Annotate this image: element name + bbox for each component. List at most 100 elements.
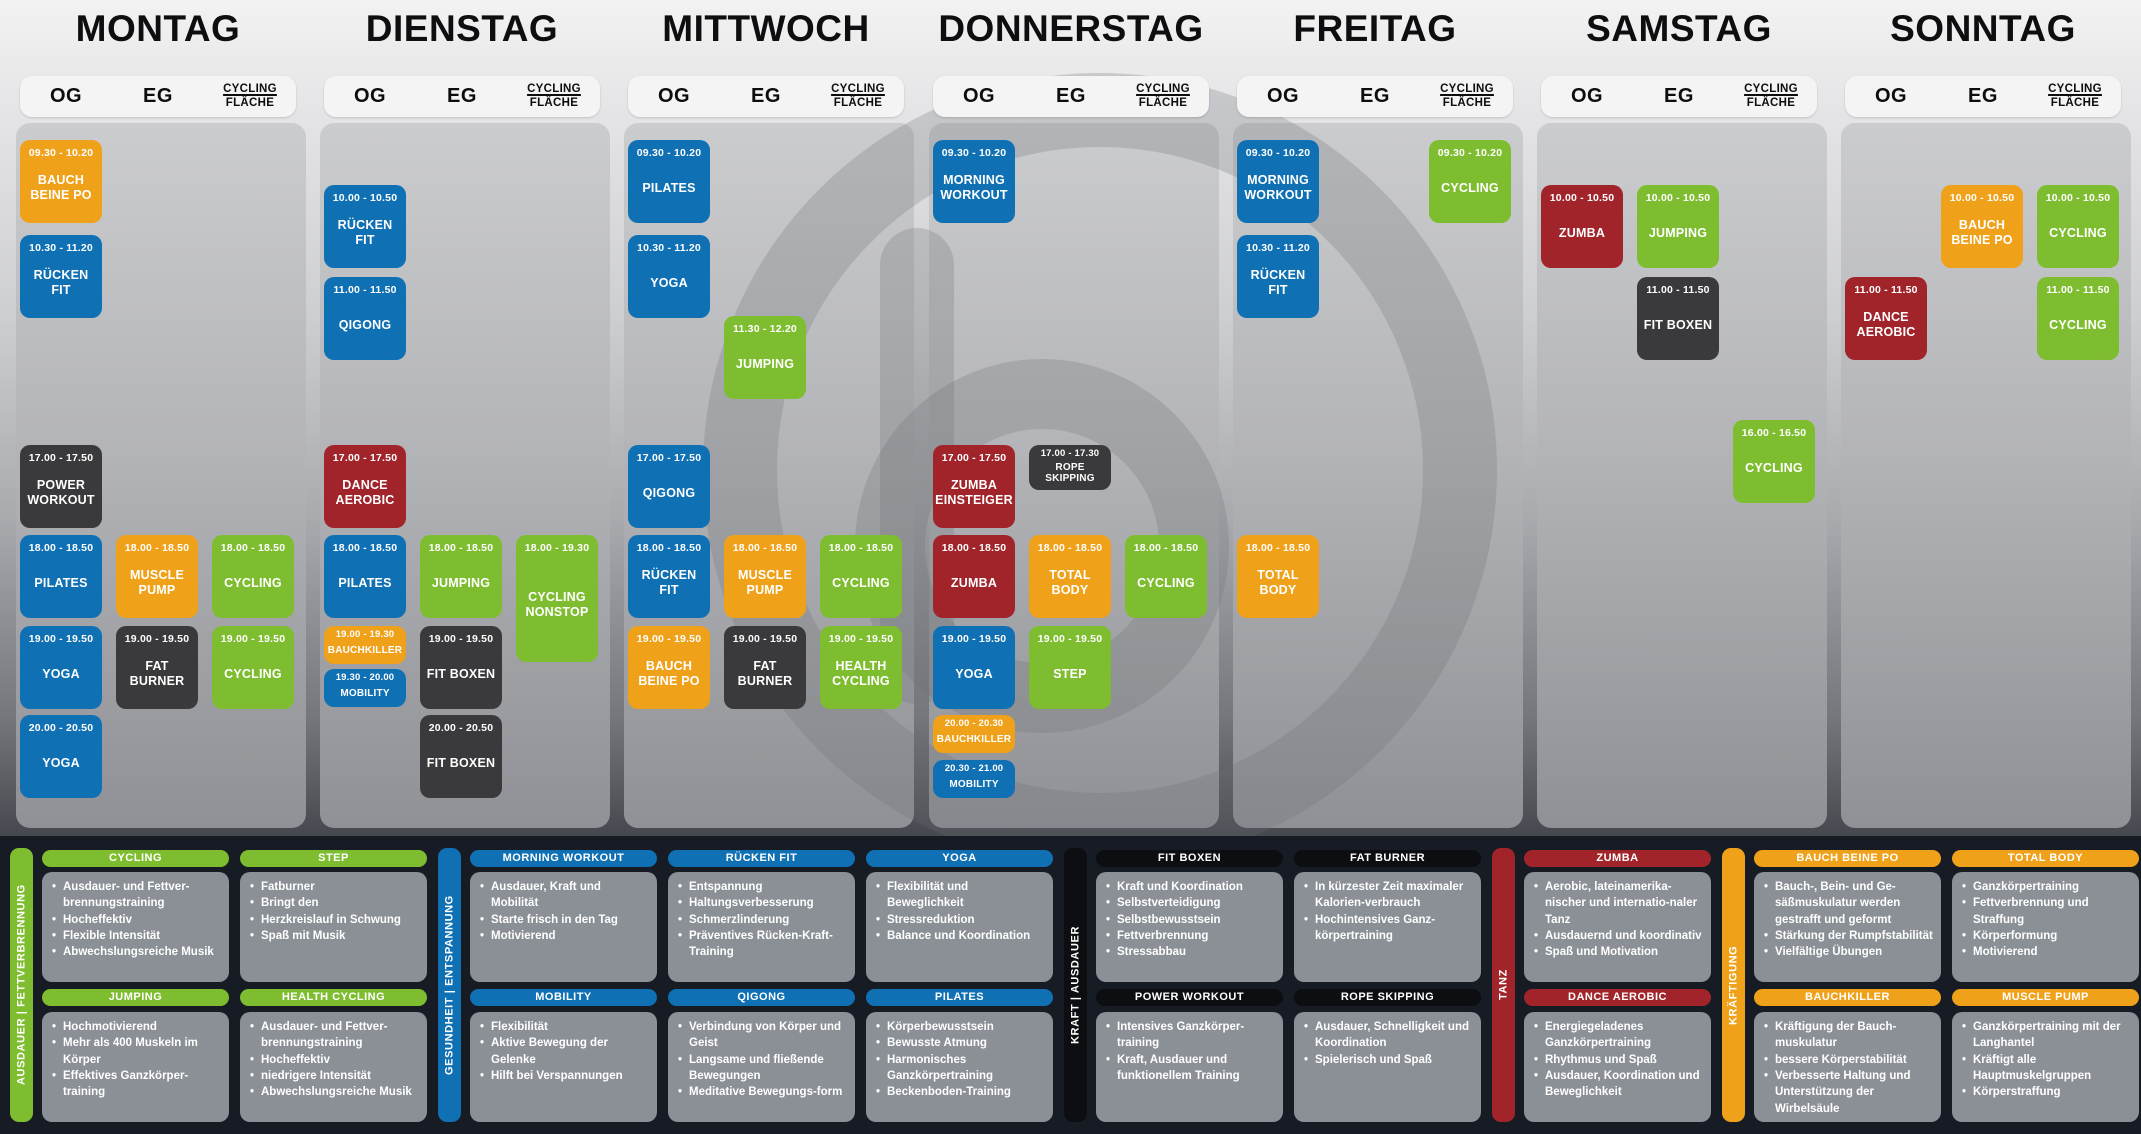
event-title: ROPE SKIPPING [1045, 462, 1095, 484]
event-title: MUSCLE PUMP [738, 568, 792, 597]
event-title: QIGONG [642, 485, 696, 500]
event-title: MOBILITY [949, 779, 999, 790]
event-time: 18.00 - 18.50 [332, 542, 398, 554]
legend-category-bar-gesundheit-entspannung: GESUNDHEIT | ENTSPANNUNG [438, 848, 461, 1122]
event-title: FAT BURNER [737, 659, 793, 688]
event-time: 19.00 - 19.50 [732, 633, 798, 645]
legend-box-yoga: Flexibilität und BeweglichkeitStressredu… [866, 872, 1053, 982]
event-pilates: 18.00 - 18.50 PILATES [20, 535, 102, 618]
event-title: RÜCKEN FIT [33, 268, 89, 297]
legend-bullet: Abwechslungsreiche Musik [248, 1084, 421, 1101]
floor-label-cycling-line2: FLÄCHE [833, 96, 883, 109]
legend-box-power-workout: Intensives Ganzkörper-trainingKraft, Aus… [1096, 1012, 1283, 1122]
legend-bullet: Hochintensives Ganz-körpertraining [1302, 912, 1475, 945]
event-time: 19.00 - 19.50 [828, 633, 894, 645]
legend-bullet: Körperstraffung [1960, 1084, 2133, 1101]
floor-label-cycling-line1: CYCLING [527, 82, 581, 95]
legend-box-qigong: Verbindung von Körper und GeistLangsame … [668, 1012, 855, 1122]
legend-bullet-list: Verbindung von Körper und GeistLangsame … [676, 1019, 849, 1101]
event-title: QIGONG [338, 317, 392, 332]
event-cycling: 18.00 - 18.50 CYCLING [1125, 535, 1207, 618]
event-time: 17.00 - 17.30 [1040, 448, 1100, 459]
legend-bullet: Spaß mit Musik [248, 928, 421, 945]
floor-header-dienstag: OG EG CYCLING FLÄCHE [324, 76, 600, 117]
legend-box-step: FatburnerBringt denHerzkreislauf in Schw… [240, 872, 427, 982]
event-yoga: 19.00 - 19.50 YOGA [20, 626, 102, 709]
day-title-samstag: SAMSTAG [1586, 8, 1772, 49]
event-time: 18.00 - 18.50 [828, 542, 894, 554]
event-time: 18.00 - 19.30 [524, 542, 590, 554]
floor-label-eg: EG [1664, 85, 1694, 107]
legend-pill-rücken-fit: RÜCKEN FIT [668, 850, 855, 867]
legend-pill-muscle-pump: MUSCLE PUMP [1952, 989, 2139, 1006]
floor-header-sonntag: OG EG CYCLING FLÄCHE [1845, 76, 2121, 117]
event-time: 17.00 - 17.50 [332, 452, 398, 464]
legend-bullet: Stressabbau [1104, 944, 1277, 961]
legend-bullet: Kräftigung der Bauch-muskulatur [1762, 1019, 1935, 1052]
legend-bullet: Ausdauernd und koordinativ [1532, 928, 1705, 945]
legend-bullet: Verbesserte Haltung und Unterstützung de… [1762, 1068, 1935, 1117]
event-title: MORNING WORKOUT [1244, 173, 1312, 202]
event-step: 19.00 - 19.50 STEP [1029, 626, 1111, 709]
legend-box-dance-aerobic: Energiegeladenes GanzkörpertrainingRhyth… [1524, 1012, 1711, 1122]
legend-bullet-list: GanzkörpertrainingFettverbrennung und St… [1960, 879, 2133, 961]
floor-label-eg: EG [751, 85, 781, 107]
event-fit-boxen: 11.00 - 11.50 FIT BOXEN [1637, 277, 1719, 360]
event-time: 20.30 - 21.00 [944, 763, 1004, 774]
event-time: 19.00 - 19.50 [636, 633, 702, 645]
floor-label-cycling-flaeche: CYCLING FLÄCHE [2029, 76, 2121, 117]
legend-bullet: bessere Körperstabilität [1762, 1052, 1935, 1069]
event-time: 16.00 - 16.50 [1741, 427, 1807, 439]
legend-box-cycling: Ausdauer- und Fettver-brennungstrainingH… [42, 872, 229, 982]
legend-box-rücken-fit: EntspannungHaltungsverbesserungSchmerzli… [668, 872, 855, 982]
legend-bullet: Ausdauer, Kraft und Mobilität [478, 879, 651, 912]
legend-bullet-list: Ausdauer, Schnelligkeit und Koordination… [1302, 1019, 1475, 1068]
legend-bullet: Starte frisch in den Tag [478, 912, 651, 929]
event-time: 10.00 - 10.50 [332, 192, 398, 204]
legend-bullet: Präventives Rücken-Kraft-Training [676, 928, 849, 961]
event-time: 11.00 - 11.50 [1854, 284, 1918, 296]
legend-bullet-list: FlexibilitätAktive Bewegung der GelenkeH… [478, 1019, 651, 1085]
legend-bullet: Selbstbewusstsein [1104, 912, 1277, 929]
legend-bullet: Mehr als 400 Muskeln im Körper [50, 1035, 223, 1068]
event-title: RÜCKEN FIT [1250, 268, 1306, 297]
floor-header-freitag: OG EG CYCLING FLÄCHE [1237, 76, 1513, 117]
legend-bullet: Spielerisch und Spaß [1302, 1052, 1475, 1069]
legend-pill-jumping: JUMPING [42, 989, 229, 1006]
event-muscle-pump: 18.00 - 18.50 MUSCLE PUMP [724, 535, 806, 618]
legend-bullet: Abwechslungsreiche Musik [50, 944, 223, 961]
day-title-donnerstag: DONNERSTAG [938, 8, 1204, 49]
event-qigong: 17.00 - 17.50 QIGONG [628, 445, 710, 528]
legend-band: AUSDAUER | FETTVERBRENNUNG CYCLING Ausdaue… [0, 836, 2141, 1134]
event-time: 11.00 - 11.50 [2046, 284, 2110, 296]
floor-label-og: OG [1874, 85, 1908, 107]
floor-label-cycling-line1: CYCLING [1136, 82, 1190, 95]
legend-box-muscle-pump: Ganzkörpertraining mit der LanghantelKrä… [1952, 1012, 2139, 1122]
legend-bullet: niedrigere Intensität [248, 1068, 421, 1085]
legend-pill-cycling: CYCLING [42, 850, 229, 867]
legend-bullet-list: Energiegeladenes GanzkörpertrainingRhyth… [1532, 1019, 1705, 1101]
event-fat-burner: 19.00 - 19.50 FAT BURNER [724, 626, 806, 709]
event-jumping: 18.00 - 18.50 JUMPING [420, 535, 502, 618]
legend-bullet: Ausdauer, Koordination und Beweglichkeit [1532, 1068, 1705, 1101]
legend-bullet: Flexibilität und Beweglichkeit [874, 879, 1047, 912]
legend-bullet: Motivierend [478, 928, 651, 945]
event-title: CYCLING [224, 666, 282, 681]
event-time: 09.30 - 10.20 [1245, 147, 1311, 159]
event-title: BAUCH BEINE PO [30, 173, 92, 202]
floor-label-cycling-line2: FLÄCHE [529, 96, 579, 109]
legend-bullet: In kürzester Zeit maximaler Kalorien-ver… [1302, 879, 1475, 912]
event-time: 18.00 - 18.50 [220, 542, 286, 554]
event-time: 18.00 - 18.50 [428, 542, 494, 554]
event-time: 19.00 - 19.50 [941, 633, 1007, 645]
event-muscle-pump: 18.00 - 18.50 MUSCLE PUMP [116, 535, 198, 618]
event-jumping: 11.30 - 12.20 JUMPING [724, 316, 806, 399]
legend-pill-fat-burner: FAT BURNER [1294, 850, 1481, 867]
floor-label-eg: EG [447, 85, 477, 107]
event-title: DANCE AEROBIC [335, 478, 395, 507]
floor-label-cycling-flaeche: CYCLING FLÄCHE [1725, 76, 1817, 117]
event-time: 18.00 - 18.50 [124, 542, 190, 554]
event-title: RÜCKEN FIT [337, 218, 393, 247]
event-jumping: 10.00 - 10.50 JUMPING [1637, 185, 1719, 268]
